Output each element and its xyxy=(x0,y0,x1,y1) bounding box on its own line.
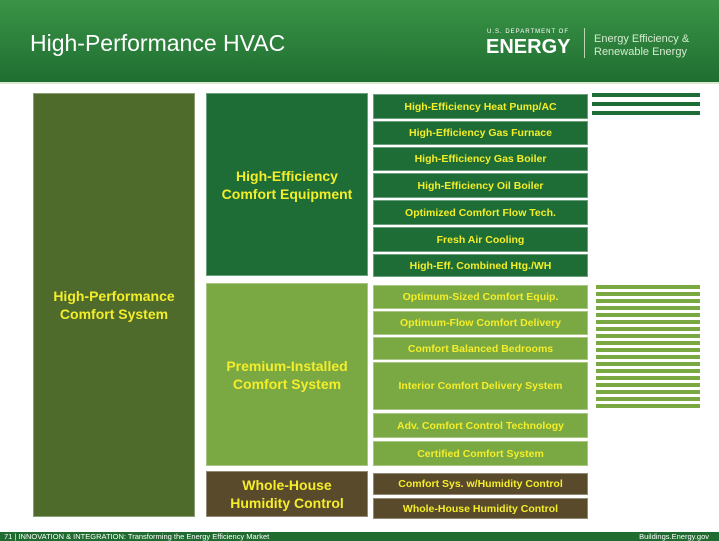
deco-bar xyxy=(596,390,700,394)
group-box: High-Efficiency Comfort Equipment xyxy=(206,93,368,276)
item-box: Interior Comfort Delivery System xyxy=(373,362,588,410)
deco-bar xyxy=(596,383,700,387)
footer-left: 71 | INNOVATION & INTEGRATION: Transform… xyxy=(4,532,270,541)
item-box: Comfort Balanced Bedrooms xyxy=(373,337,588,360)
group-box: Premium-Installed Comfort System xyxy=(206,283,368,466)
item-box: Certified Comfort System xyxy=(373,441,588,466)
logo-office-2: Renewable Energy xyxy=(594,46,687,58)
item-box: Optimum-Flow Comfort Delivery xyxy=(373,311,588,335)
deco-bar xyxy=(596,362,700,366)
item-box: High-Eff. Combined Htg./WH xyxy=(373,254,588,277)
deco-bar xyxy=(596,348,700,352)
header: High-Performance HVAC U.S. DEPARTMENT OF… xyxy=(0,0,719,84)
root-box: High-Performance Comfort System xyxy=(33,93,195,517)
logo-agency: ENERGY xyxy=(486,36,571,58)
deco-bar xyxy=(596,404,700,408)
logo-office-1: Energy Efficiency & xyxy=(594,33,690,45)
item-box: Fresh Air Cooling xyxy=(373,227,588,252)
logo-separator xyxy=(584,28,585,58)
item-box: Optimum-Sized Comfort Equip. xyxy=(373,285,588,309)
item-box: Whole-House Humidity Control xyxy=(373,498,588,519)
deco-bar xyxy=(596,376,700,380)
deco-bar xyxy=(596,320,700,324)
logo-department: U.S. DEPARTMENT OF xyxy=(487,29,570,35)
deco-bar xyxy=(592,111,700,115)
deco-bar xyxy=(596,313,700,317)
item-box: High-Efficiency Heat Pump/AC xyxy=(373,94,588,119)
deco-bar xyxy=(596,397,700,401)
deco-bar xyxy=(592,102,700,106)
item-box: High-Efficiency Gas Furnace xyxy=(373,121,588,145)
deco-bar xyxy=(596,292,700,296)
group-box: Whole-House Humidity Control xyxy=(206,471,368,517)
deco-bar xyxy=(596,369,700,373)
deco-bar xyxy=(596,341,700,345)
deco-bar xyxy=(596,334,700,338)
item-box: Comfort Sys. w/Humidity Control xyxy=(373,473,588,495)
item-box: High-Efficiency Gas Boiler xyxy=(373,147,588,171)
deco-bar xyxy=(596,327,700,331)
item-box: Optimized Comfort Flow Tech. xyxy=(373,200,588,225)
title: High-Performance HVAC xyxy=(30,30,286,56)
item-box: High-Efficiency Oil Boiler xyxy=(373,173,588,198)
item-box: Adv. Comfort Control Technology xyxy=(373,413,588,438)
deco-bar xyxy=(596,285,700,289)
deco-bar xyxy=(596,306,700,310)
deco-bar xyxy=(596,299,700,303)
footer-right: Buildings.Energy.gov xyxy=(639,532,709,541)
footer: 71 | INNOVATION & INTEGRATION: Transform… xyxy=(0,532,719,541)
deco-bar xyxy=(596,355,700,359)
deco-bar xyxy=(592,93,700,97)
